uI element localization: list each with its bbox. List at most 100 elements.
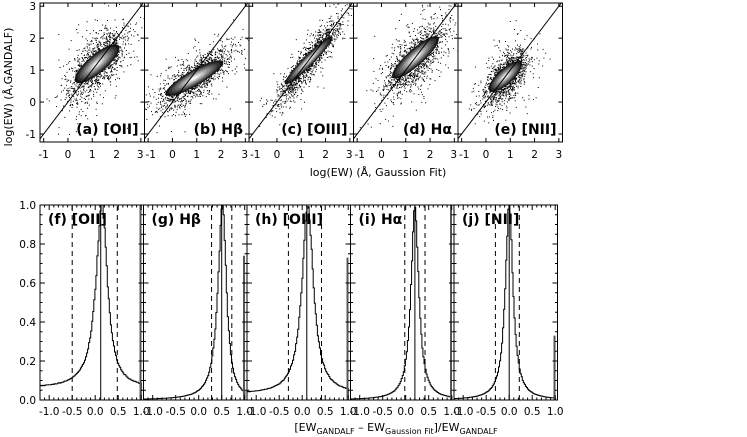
scatter-point: [184, 106, 186, 108]
scatter-point: [291, 91, 293, 93]
scatter-point: [205, 60, 207, 62]
scatter-point: [283, 73, 285, 75]
scatter-point: [160, 103, 162, 105]
scatter-point: [70, 81, 72, 83]
scatter-point: [98, 47, 100, 49]
scatter-point: [86, 43, 88, 45]
scatter-point: [448, 52, 450, 54]
scatter-point: [177, 74, 179, 76]
scatter-point: [189, 68, 191, 70]
scatter-point: [116, 31, 118, 33]
x-tick-label: 0: [274, 149, 281, 161]
scatter-point: [218, 49, 220, 51]
scatter-point: [87, 58, 89, 60]
scatter-point: [173, 79, 175, 81]
scatter-point: [106, 39, 108, 41]
scatter-point: [314, 43, 316, 45]
scatter-point: [78, 24, 80, 26]
scatter-point: [433, 13, 435, 15]
scatter-point: [209, 61, 211, 63]
scatter-point: [93, 91, 95, 93]
scatter-point: [307, 69, 309, 71]
scatter-point: [115, 95, 117, 97]
scatter-point: [71, 86, 73, 87]
x-tick-label: 3: [137, 149, 144, 161]
scatter-point: [110, 27, 111, 29]
scatter-point: [318, 41, 320, 43]
scatter-point: [140, 16, 142, 18]
scatter-point: [98, 83, 100, 85]
scatter-point: [192, 67, 194, 69]
scatter-point: [86, 21, 88, 23]
scatter-point: [92, 49, 94, 51]
scatter-point: [202, 54, 204, 56]
scatter-point: [343, 33, 345, 35]
scatter-point: [121, 49, 123, 51]
scatter-point: [169, 78, 171, 80]
scatter-point: [290, 86, 291, 88]
scatter-point: [96, 115, 98, 117]
scatter-point: [389, 82, 391, 84]
scatter-point: [302, 91, 304, 93]
scatter-point: [119, 36, 121, 38]
scatter-point: [343, 17, 345, 19]
scatter-point: [192, 87, 194, 89]
scatter-point: [84, 57, 86, 58]
scatter-point: [96, 51, 98, 53]
scatter-point: [119, 4, 120, 6]
scatter-point: [315, 68, 317, 70]
scatter-point: [88, 44, 90, 46]
scatter-point: [174, 105, 176, 107]
scatter-point: [99, 49, 101, 50]
scatter-point: [285, 93, 287, 95]
scatter-point: [279, 88, 281, 90]
scatter-point: [127, 32, 129, 34]
scatter-point: [173, 95, 175, 97]
scatter-point: [104, 3, 106, 5]
scatter-point: [118, 35, 120, 37]
scatter-point: [216, 51, 218, 53]
scatter-point: [118, 56, 120, 58]
scatter-point: [231, 52, 233, 54]
scatter-point: [282, 79, 284, 81]
scatter-point: [314, 65, 316, 67]
scatter-point: [174, 76, 176, 78]
scatter-point: [318, 38, 320, 39]
scatter-point: [223, 73, 225, 75]
scatter-point: [119, 46, 121, 48]
scatter-point: [441, 36, 443, 38]
scatter-point: [328, 44, 330, 46]
scatter-point: [194, 64, 196, 66]
scatter-point: [165, 69, 167, 71]
scatter-point: [320, 71, 322, 73]
scatter-point: [84, 83, 86, 85]
scatter-point: [326, 34, 327, 36]
scatter-point: [331, 35, 333, 37]
scatter-point: [112, 43, 114, 44]
scatter-point: [111, 33, 113, 35]
scatter-point: [296, 62, 298, 64]
scatter-point: [331, 20, 333, 22]
scatter-point: [319, 42, 321, 44]
scatter-point: [240, 38, 242, 40]
scatter-point: [445, 38, 447, 40]
scatter-point: [332, 20, 334, 22]
scatter-point: [318, 41, 320, 42]
scatter-point: [195, 65, 197, 67]
scatter-point: [212, 78, 214, 80]
scatter-point: [290, 101, 292, 102]
scatter-point: [338, 20, 340, 22]
scatter-point: [431, 71, 433, 73]
scatter-point: [99, 45, 101, 47]
scatter-point: [78, 58, 80, 60]
scatter-point: [199, 86, 201, 88]
scatter-point: [398, 97, 400, 99]
scatter-point: [188, 67, 190, 69]
scatter-point: [107, 76, 109, 78]
scatter-point: [110, 84, 112, 86]
scatter-point: [320, 41, 322, 42]
scatter-point: [95, 82, 97, 84]
scatter-point: [291, 90, 293, 92]
scatter-point: [299, 60, 301, 62]
scatter-point: [422, 38, 424, 40]
